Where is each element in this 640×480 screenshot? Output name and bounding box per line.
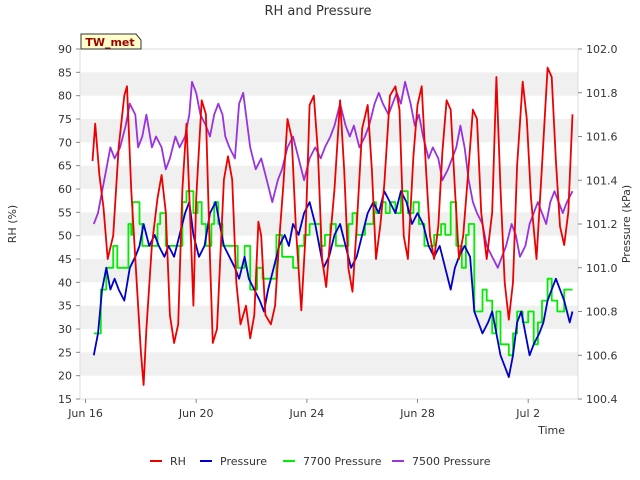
grid-band	[80, 72, 578, 96]
right-tick-label: 102.0	[586, 43, 618, 56]
legend-label: RH	[170, 455, 186, 468]
left-tick-label: 45	[58, 253, 72, 266]
grid-band	[80, 305, 578, 329]
right-tick-label: 100.6	[586, 349, 618, 362]
badge-shape	[80, 33, 142, 50]
series-layer	[91, 66, 574, 386]
x-tick-label: Jun 16	[67, 407, 103, 420]
right-tick-label: 100.4	[586, 393, 618, 406]
grid-band	[80, 119, 578, 143]
left-tick-label: 65	[58, 160, 72, 173]
series-line-7500-pressure	[92, 80, 574, 269]
left-axis-label: RH (%)	[6, 205, 19, 243]
grid-band	[80, 165, 578, 189]
left-tick-label: 90	[58, 43, 72, 56]
grid-band	[80, 212, 578, 236]
x-tick-label: Jun 28	[399, 407, 435, 420]
legend: RH Pressure 7700 Pressure 7500 Pressure	[150, 455, 491, 468]
left-tick-label: 70	[58, 136, 72, 149]
badge-label: TW_met	[85, 36, 134, 49]
grid-bands	[80, 72, 578, 376]
right-tick-label: 101.4	[586, 174, 618, 187]
left-tick-label: 25	[58, 346, 72, 359]
left-tick-label: 60	[58, 183, 72, 196]
left-axis: 15 20 25 30 35 40 45 50 55 60 65 70 75 80 85 90	[58, 43, 80, 406]
series-line-7700-pressure	[93, 190, 573, 357]
x-tick-label: Jun 24	[289, 407, 325, 420]
right-tick-label: 101.0	[586, 262, 618, 275]
left-tick-label: 50	[58, 230, 72, 243]
left-tick-label: 15	[58, 393, 72, 406]
series-line-pressure	[92, 190, 574, 378]
x-axis: Jun 16 Jun 20 Jun 24 Jun 28 Jul 2	[67, 399, 540, 420]
right-tick-label: 101.2	[586, 218, 618, 231]
x-axis-label: Time	[537, 424, 565, 437]
left-tick-label: 35	[58, 300, 72, 313]
right-tick-label: 101.6	[586, 131, 618, 144]
left-tick-label: 75	[58, 113, 72, 126]
left-tick-label: 80	[58, 90, 72, 103]
legend-label: 7700 Pressure	[303, 455, 382, 468]
station-badge: TW_met	[80, 33, 142, 50]
right-tick-label: 101.8	[586, 87, 618, 100]
chart-title: RH and Pressure	[264, 4, 371, 19]
x-tick-label: Jun 20	[178, 407, 214, 420]
right-tick-label: 100.8	[586, 306, 618, 319]
legend-label: Pressure	[220, 455, 267, 468]
left-tick-label: 30	[58, 323, 72, 336]
right-axis-label: Pressure (kPa)	[620, 185, 633, 263]
legend-label: 7500 Pressure	[412, 455, 491, 468]
left-tick-label: 20	[58, 370, 72, 383]
left-tick-label: 85	[58, 66, 72, 79]
left-tick-label: 40	[58, 276, 72, 289]
x-tick-label: Jul 2	[515, 407, 540, 420]
grid-band	[80, 352, 578, 376]
series-line-rh	[91, 66, 574, 386]
right-axis: 100.4 100.6 100.8 101.0 101.2 101.4 101.6 101.8…	[578, 43, 618, 406]
left-tick-label: 55	[58, 206, 72, 219]
